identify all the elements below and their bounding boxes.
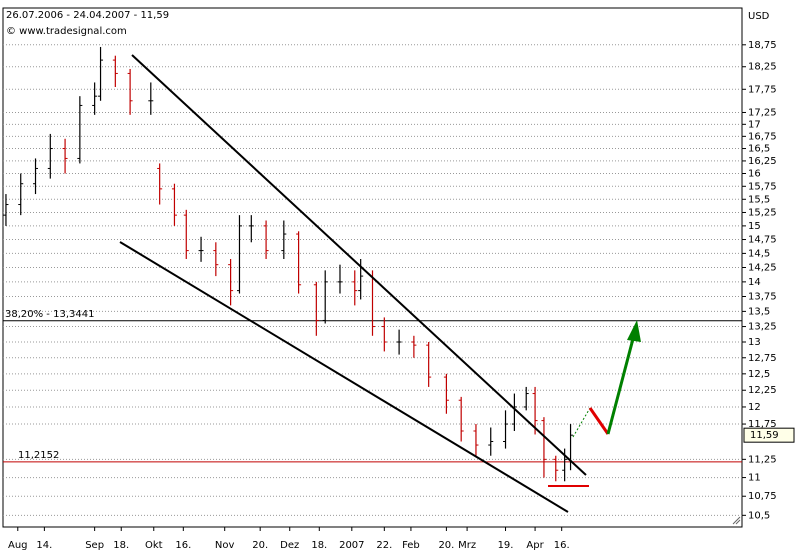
y-tick-label: 12,25 [748,385,777,396]
last-price-label: 11,59 [750,430,779,441]
x-tick-label: 14. [36,540,52,551]
level-label: 38,20% - 13,3441 [5,309,94,320]
x-tick-label: 19. [498,540,514,551]
y-tick-label: 15,25 [748,207,777,218]
y-tick-label: 18,75 [748,40,777,51]
y-tick-label: 11,75 [748,419,777,430]
y-tick-label: 10,75 [748,491,777,502]
x-tick-label: 20. [252,540,268,551]
header: 26.07.2006 - 24.04.2007 - 11,59 [6,10,169,21]
y-tick-label: 15 [748,221,761,232]
y-tick-label: 18,25 [748,62,777,73]
x-tick-label: Dez [280,540,299,551]
y-tick-label: 11 [748,473,761,484]
y-tick-label: 12,75 [748,353,777,364]
trend-line-upper [131,54,587,476]
plot-layer: 10,5 10,75 11 11,25 11,75 12 12,25 12,5 12,75 13 1… [3,40,777,551]
y-tick-label: 17,25 [748,107,777,118]
y-tick-label: 17,75 [748,84,777,95]
x-tick-label: 16. [554,540,570,551]
y-tick-label: 11,25 [748,454,777,465]
x-tick-label: 18. [311,540,327,551]
y-tick-label: 12,5 [748,369,770,380]
x-tick-label: 22. [376,540,392,551]
x-tick-label: 16. [175,540,191,551]
y-tick-label: 15,75 [748,181,777,192]
trend-line-lower [119,241,569,513]
last-price-box [743,427,795,443]
y-tick-label: 16 [748,169,761,180]
x-tick-label: Apr [526,540,544,551]
y-tick-label: 13,25 [748,322,777,333]
x-tick-label: 2007 [339,540,364,551]
y-tick-label: 14,75 [748,235,777,246]
y-tick-label: 16,5 [748,144,770,155]
x-tick-label: Okt [145,540,163,551]
y-tick-label: 12 [748,402,761,413]
x-tick-label: Nov [215,540,235,551]
y-tick-label: 14,25 [748,263,777,274]
source: © www.tradesignal.com [6,26,127,37]
y-tick-label: 16,75 [748,131,777,142]
currency: USD [748,11,770,22]
y-tick-label: 13,5 [748,306,770,317]
y-tick-label: 17 [748,119,761,130]
x-tick-label: Aug [8,540,28,551]
arrow-head [627,320,641,342]
x-tick-label: Sep [85,540,104,551]
y-tick-label: 15,5 [748,194,770,205]
y-tick-label: 10,5 [748,510,770,521]
projection-green [606,334,636,435]
x-tick-label: 20. [438,540,454,551]
x-tick-label: Feb [402,540,420,551]
y-tick-label: 13,75 [748,291,777,302]
resize-grip [732,516,741,525]
level-label: 11,2152 [18,450,59,461]
projection-red [588,407,610,435]
y-tick-label: 16,25 [748,156,777,167]
x-tick-label: Mrz [458,540,476,551]
x-tick-label: 18. [113,540,129,551]
y-tick-label: 13 [748,337,761,348]
projection-dotted [572,407,591,438]
y-tick-label: 14 [748,277,761,288]
y-tick-label: 14,5 [748,248,770,259]
